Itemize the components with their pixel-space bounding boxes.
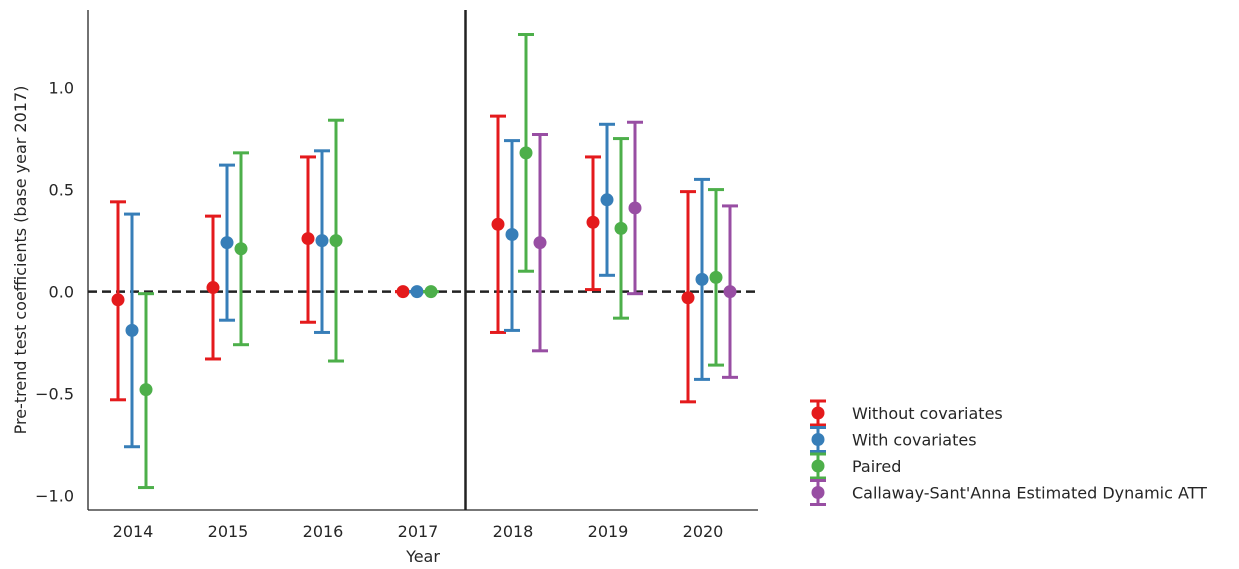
legend-marker-dot [811, 459, 825, 473]
x-tick-label: 2020 [683, 522, 724, 541]
data-point [614, 221, 628, 235]
data-point [315, 234, 329, 248]
data-point [139, 383, 153, 397]
y-tick-labels: 1.0 0.5 0.0 −0.5 −1.0 [35, 79, 74, 506]
legend-marker-dot [811, 486, 825, 499]
x-tick-label: 2015 [208, 522, 249, 541]
data-point [519, 146, 533, 160]
y-tick-label: −1.0 [35, 487, 74, 506]
legend-item: Paired [810, 452, 901, 480]
data-point [723, 285, 737, 299]
legend-marker-dot [811, 433, 825, 446]
data-point [491, 217, 505, 231]
legend-label: Without covariates [852, 404, 1003, 423]
data-point [234, 242, 248, 256]
data-point [220, 236, 234, 250]
x-tick-labels: 2014 2015 2016 2017 2018 2019 2020 [113, 522, 724, 541]
series-3 [532, 120, 738, 379]
y-tick-label: −0.5 [35, 385, 74, 404]
y-axis-label: Pre-trend test coefficients (base year 2… [11, 86, 30, 435]
plot-area [87, 10, 758, 511]
y-tick-label: 1.0 [49, 79, 74, 98]
data-point [396, 285, 410, 299]
data-point [709, 270, 723, 284]
x-axis-label: Year [405, 547, 440, 566]
legend-marker-dot [811, 406, 825, 420]
data-point [125, 323, 139, 337]
data-point [301, 232, 315, 246]
x-tick-label: 2019 [588, 522, 629, 541]
data-point [505, 227, 519, 241]
series-2 [138, 32, 724, 490]
data-point [695, 272, 709, 286]
data-point [206, 281, 220, 295]
y-tick-label: 0.0 [49, 283, 74, 302]
x-tick-label: 2017 [398, 522, 439, 541]
legend-label: With covariates [852, 431, 977, 450]
data-point [681, 291, 695, 305]
legend-item: Callaway-Sant'Anna Estimated Dynamic ATT [810, 479, 1207, 506]
y-tick-label: 0.5 [49, 181, 74, 200]
legend-label: Paired [852, 457, 901, 476]
data-point [533, 236, 547, 250]
legend-label: Callaway-Sant'Anna Estimated Dynamic ATT [852, 484, 1207, 503]
legend-item: With covariates [810, 426, 977, 453]
legend: Without covariates With covariates Paired C… [810, 399, 1207, 506]
x-tick-label: 2018 [493, 522, 534, 541]
x-tick-label: 2014 [113, 522, 154, 541]
x-tick-label: 2016 [303, 522, 344, 541]
series-0 [110, 114, 696, 404]
data-point [410, 285, 424, 299]
data-point [111, 293, 125, 307]
series-1 [124, 122, 710, 449]
data-point [424, 285, 438, 299]
legend-item: Without covariates [810, 399, 1003, 427]
data-point [628, 201, 642, 215]
data-point [600, 193, 614, 207]
data-point [329, 234, 343, 248]
series-layer [110, 32, 738, 490]
data-point [586, 215, 600, 229]
